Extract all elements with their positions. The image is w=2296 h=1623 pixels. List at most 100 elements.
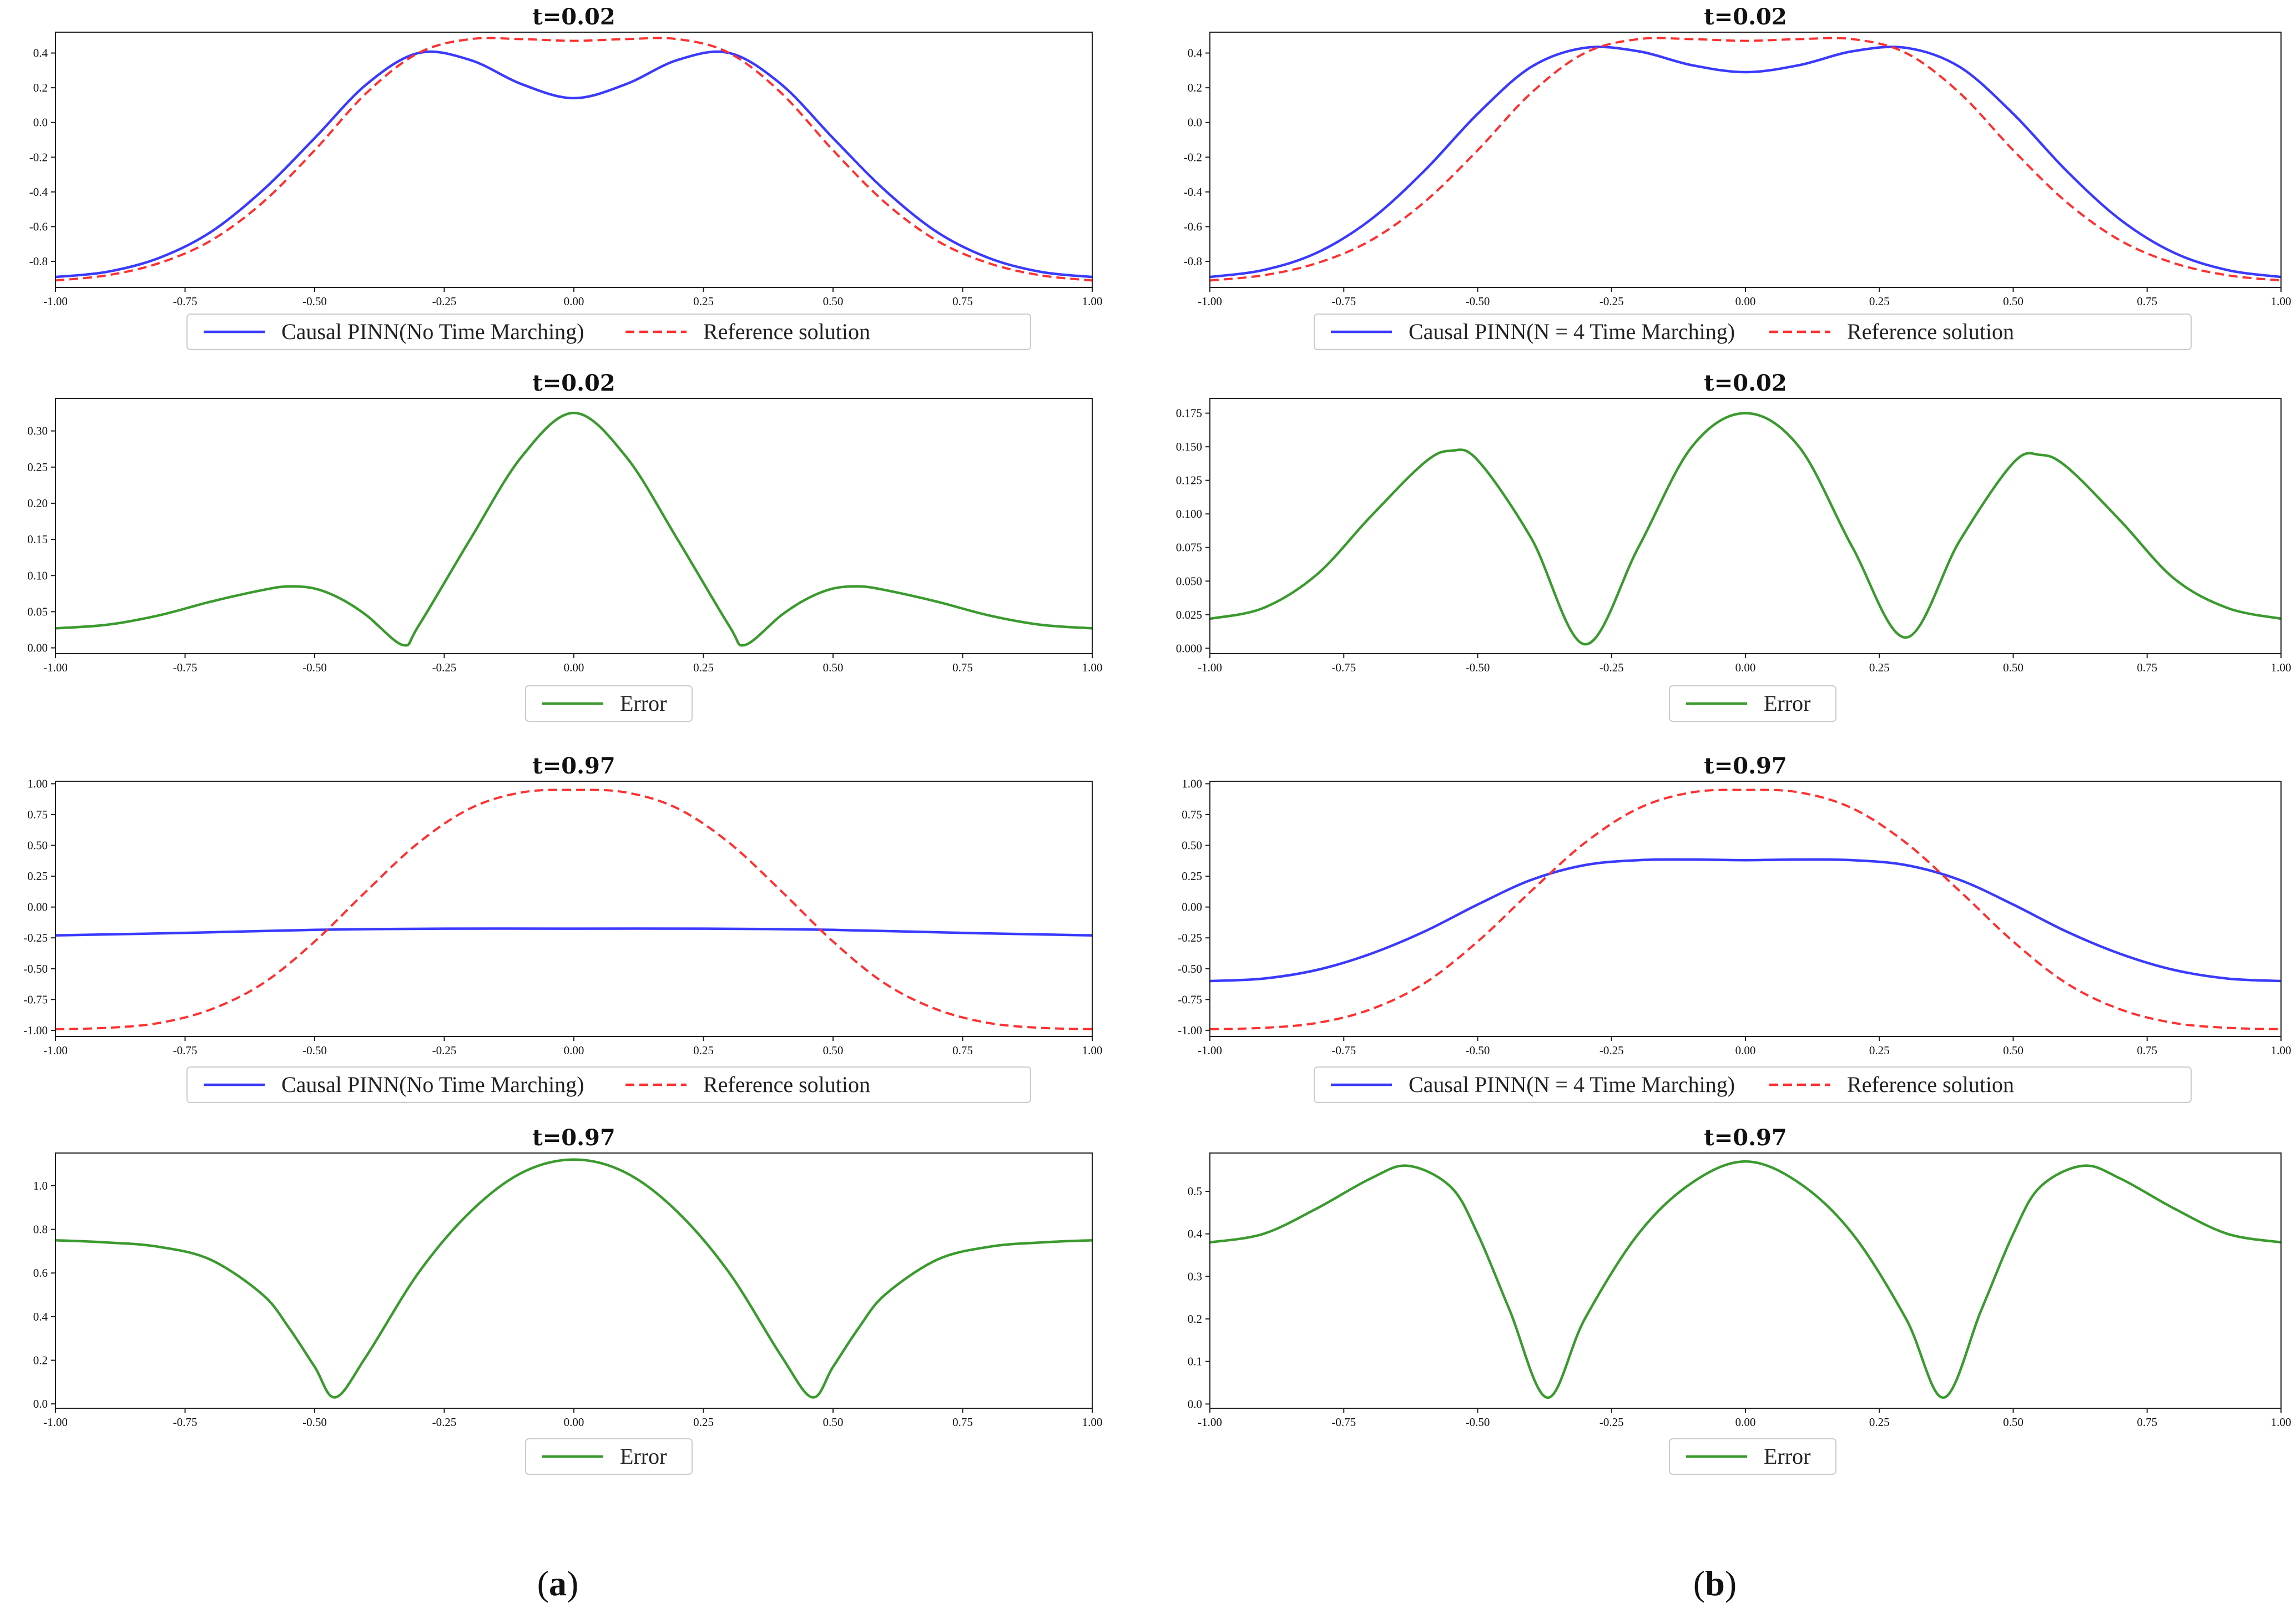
y-tick-label: -0.25	[1178, 931, 1202, 944]
y-tick-label: 0.4	[33, 47, 48, 60]
chart-a2: t=0.02 -1.00 -0.75 -0.50 -0.25 0.00 0.25 0.50 0.…	[27, 370, 1103, 722]
legend: Error	[525, 1438, 693, 1475]
axes-frame	[1209, 781, 2282, 1037]
x-tick-label: 0.00	[564, 661, 584, 674]
legend: Causal PINN(No Time Marching) Reference s…	[186, 314, 1031, 350]
x-tick-label: -0.75	[1331, 295, 1356, 308]
x-tick-label: -0.75	[173, 1415, 198, 1429]
x-tick-label: 1.00	[1082, 661, 1103, 674]
axes-frame	[55, 32, 1093, 288]
legend: Error	[1669, 685, 1836, 722]
axes-frame	[1209, 398, 2282, 654]
x-tick-label: 0.00	[1735, 295, 1756, 308]
legend-label: Reference solution	[703, 1072, 870, 1097]
y-tick-label: -0.4	[1184, 185, 1203, 199]
x-tick-label: -0.50	[1466, 1415, 1490, 1429]
series-line-reference	[55, 37, 1092, 282]
x-tick-label: 0.00	[1735, 1044, 1756, 1057]
y-tick-label: 0.1	[1188, 1355, 1202, 1368]
x-tick-label: -0.50	[302, 661, 327, 674]
x-tick-label: 0.50	[823, 295, 844, 308]
legend-label: Reference solution	[1847, 1072, 2014, 1097]
axes-frame	[55, 781, 1093, 1037]
y-tick-label: 0.3	[1188, 1270, 1202, 1283]
series-line-reference	[1210, 37, 2281, 282]
legend-box	[1669, 685, 1836, 722]
chart-title: t=0.97	[1704, 753, 1787, 779]
y-tick-label: -0.8	[1184, 255, 1202, 268]
x-tick-label: 1.00	[1082, 1415, 1103, 1429]
legend-label: Error	[620, 1444, 667, 1469]
x-tick-label: 0.75	[952, 295, 973, 308]
panel-label-a: (a)	[537, 1564, 579, 1603]
y-tick-label: 0.150	[1176, 440, 1202, 453]
x-tick-label: 0.00	[564, 1415, 584, 1429]
x-tick-label: 0.75	[952, 661, 973, 674]
y-tick-label: -0.2	[29, 150, 48, 164]
chart-a4: t=0.97 -1.00 -0.75 -0.50 -0.25 0.00 0.25 0.50 0.…	[33, 1125, 1103, 1475]
chart-b3: t=0.97 -1.00 -0.75 -0.50 -0.25 0.00 0.25 0.50 0.…	[1178, 753, 2291, 1103]
legend-label: Error	[1764, 1444, 1810, 1469]
series-line-error	[1210, 1160, 2281, 1399]
axes-frame	[1209, 32, 2282, 288]
legend: Causal PINN(N = 4 Time Marching) Referenc…	[1314, 314, 2192, 350]
chart-a3: t=0.97 -1.00 -0.75 -0.50 -0.25 0.00 0.25 0.50 0.…	[23, 753, 1102, 1103]
x-tick-label: -1.00	[1198, 1415, 1222, 1429]
x-tick-label: 0.25	[1869, 295, 1890, 308]
chart-title: t=0.02	[532, 4, 615, 30]
y-tick-label: -0.8	[29, 255, 48, 268]
x-tick-label: -0.75	[1331, 1415, 1356, 1429]
y-tick-label: 0.8	[33, 1223, 48, 1236]
x-tick-label: -0.25	[432, 1044, 457, 1057]
x-tick-label: 0.00	[564, 1044, 584, 1057]
chart-title: t=0.97	[532, 753, 615, 779]
series-line-model	[55, 50, 1092, 279]
y-tick-label: 0.00	[1182, 901, 1202, 914]
legend-label: Error	[1764, 691, 1810, 716]
x-tick-label: -0.75	[1331, 661, 1356, 674]
chart-a1: t=0.02 -1.00 -0.75 -0.50 -0.25 0.00 0.25 0.50 0.…	[29, 4, 1103, 350]
y-tick-label: 1.00	[1182, 777, 1202, 790]
series-line-reference	[55, 788, 1092, 1030]
x-tick-label: -0.50	[1466, 661, 1490, 674]
x-tick-label: -0.50	[302, 295, 327, 308]
x-tick-label: -0.75	[173, 661, 198, 674]
chart-b4: t=0.97 -1.00 -0.75 -0.50 -0.25 0.00 0.25 0.50 0.…	[1188, 1125, 2291, 1475]
y-tick-label: -1.00	[23, 1024, 48, 1037]
series-line-model	[55, 927, 1092, 937]
legend-label: Causal PINN(No Time Marching)	[281, 319, 584, 344]
x-tick-label: 0.00	[564, 295, 584, 308]
y-tick-label: 0.0	[33, 1397, 48, 1410]
series-line-model	[1210, 858, 2281, 983]
y-tick-label: 0.2	[1188, 81, 1202, 94]
x-tick-label: -0.25	[432, 1415, 457, 1429]
legend-label: Causal PINN(N = 4 Time Marching)	[1409, 319, 1735, 344]
x-tick-label: -1.00	[43, 661, 68, 674]
y-tick-label: 0.4	[33, 1310, 48, 1323]
x-tick-label: -0.50	[1466, 1044, 1490, 1057]
legend: Error	[1669, 1438, 1836, 1475]
x-tick-label: 0.50	[2003, 661, 2023, 674]
x-tick-label: -0.75	[1331, 1044, 1356, 1057]
x-tick-label: -0.25	[432, 661, 457, 674]
legend: Error	[525, 685, 693, 722]
y-tick-label: -1.00	[1178, 1024, 1202, 1037]
x-tick-label: 0.50	[823, 1044, 844, 1057]
series-line-error	[55, 1158, 1092, 1399]
x-tick-label: 0.00	[1735, 661, 1756, 674]
y-tick-label: 0.4	[1188, 1227, 1203, 1241]
y-tick-label: -0.6	[29, 220, 48, 233]
legend-box	[525, 685, 693, 722]
x-tick-label: 0.25	[693, 1415, 714, 1429]
y-tick-label: 0.0	[1188, 116, 1202, 129]
y-tick-label: 0.30	[27, 424, 48, 438]
x-tick-label: -0.50	[1466, 295, 1490, 308]
series-line-model	[1210, 45, 2281, 279]
legend-label: Causal PINN(No Time Marching)	[281, 1072, 584, 1097]
x-tick-label: -0.50	[302, 1044, 327, 1057]
x-tick-label: 1.00	[1082, 295, 1103, 308]
x-tick-label: -0.25	[1599, 1044, 1624, 1057]
x-tick-label: -1.00	[1198, 661, 1222, 674]
y-tick-label: -0.75	[1178, 993, 1202, 1006]
